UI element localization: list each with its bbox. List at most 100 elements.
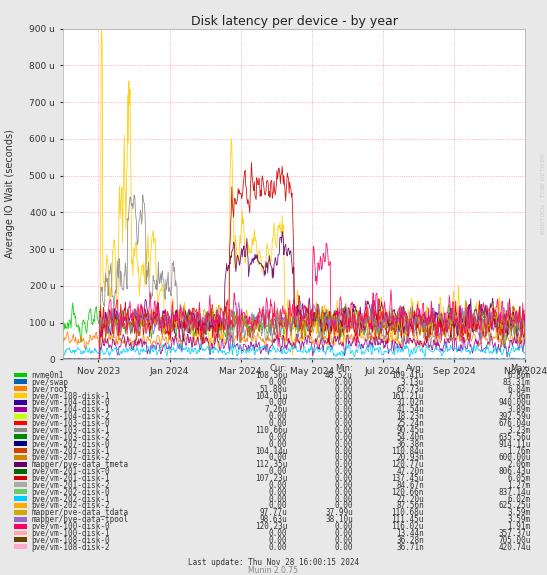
Text: Cur:: Cur: [270, 364, 287, 373]
Text: 112.35u: 112.35u [255, 460, 287, 469]
Text: 635.56u: 635.56u [498, 433, 531, 442]
Text: 0.00: 0.00 [334, 467, 353, 476]
Text: 25.24n: 25.24n [396, 419, 424, 428]
Text: 36.28n: 36.28n [396, 536, 424, 545]
Text: 0.00: 0.00 [334, 426, 353, 435]
Text: 108.56u: 108.56u [255, 371, 287, 380]
Text: 0.00: 0.00 [269, 529, 287, 538]
Text: 0.00: 0.00 [334, 419, 353, 428]
Text: pve/swap: pve/swap [31, 378, 68, 387]
Text: 0.00: 0.00 [334, 536, 353, 545]
Text: 6.86m: 6.86m [508, 371, 531, 380]
Text: 0.00: 0.00 [269, 481, 287, 490]
Text: 940.00u: 940.00u [498, 398, 531, 408]
Text: pve/root: pve/root [31, 385, 68, 394]
Text: 87.56n: 87.56n [396, 501, 424, 511]
Text: 0.00: 0.00 [334, 501, 353, 511]
Text: 0.00: 0.00 [334, 392, 353, 401]
Text: 0.00: 0.00 [334, 474, 353, 483]
Text: 0.00: 0.00 [269, 412, 287, 421]
Text: 120.23u: 120.23u [255, 522, 287, 531]
Text: 6.02m: 6.02m [508, 494, 531, 504]
Text: 161.21u: 161.21u [392, 392, 424, 401]
Text: pve/vm-201-disk-1: pve/vm-201-disk-1 [31, 474, 110, 483]
Text: 120.66n: 120.66n [392, 488, 424, 497]
Text: 837.14u: 837.14u [498, 488, 531, 497]
Text: 3.59m: 3.59m [508, 508, 531, 518]
Text: 0.00: 0.00 [334, 440, 353, 448]
Text: 0.00: 0.00 [269, 378, 287, 387]
Text: 13.44n: 13.44n [396, 529, 424, 538]
Text: 98.63u: 98.63u [259, 515, 287, 524]
Text: 38.10u: 38.10u [325, 515, 353, 524]
Text: pve/vm-100-disk-0: pve/vm-100-disk-0 [31, 522, 110, 531]
Text: 1.27m: 1.27m [508, 481, 531, 490]
Text: pve/vm-201-disk-2: pve/vm-201-disk-2 [31, 481, 110, 490]
Text: 36.71n: 36.71n [396, 543, 424, 551]
Text: 0.00: 0.00 [269, 453, 287, 462]
Text: 48.52u: 48.52u [325, 371, 353, 380]
Text: 54.40n: 54.40n [396, 433, 424, 442]
Text: 0.00: 0.00 [334, 543, 353, 551]
Text: 109.41u: 109.41u [392, 371, 424, 380]
Text: 107.23u: 107.23u [255, 474, 287, 483]
Text: pve/vm-202-disk-0: pve/vm-202-disk-0 [31, 488, 110, 497]
Text: 0.00: 0.00 [334, 460, 353, 469]
Text: mapper/pve-data_tdata: mapper/pve-data_tdata [31, 508, 129, 518]
Text: 116.02u: 116.02u [392, 522, 424, 531]
Text: 0.00: 0.00 [269, 494, 287, 504]
Text: 18.23n: 18.23n [396, 412, 424, 421]
Text: Last update: Thu Nov 28 16:00:15 2024: Last update: Thu Nov 28 16:00:15 2024 [188, 558, 359, 567]
Text: 3.23m: 3.23m [508, 426, 531, 435]
Text: 0.00: 0.00 [334, 412, 353, 421]
Text: Munin 2.0.75: Munin 2.0.75 [248, 566, 299, 575]
Text: 97.77u: 97.77u [259, 508, 287, 518]
Text: 41.54u: 41.54u [396, 405, 424, 414]
Text: 392.59u: 392.59u [498, 412, 531, 421]
Text: 111.45u: 111.45u [392, 515, 424, 524]
Text: 0.00: 0.00 [334, 529, 353, 538]
Text: 0.00: 0.00 [334, 488, 353, 497]
Text: 0.00: 0.00 [269, 488, 287, 497]
Text: 0.00: 0.00 [334, 494, 353, 504]
Text: Max:: Max: [510, 364, 531, 373]
Text: 104.14u: 104.14u [255, 447, 287, 455]
Text: 51.88u: 51.88u [259, 385, 287, 394]
Text: 6.05m: 6.05m [508, 474, 531, 483]
Text: 110.66u: 110.66u [255, 426, 287, 435]
Text: pve/vm-104-disk-2: pve/vm-104-disk-2 [31, 412, 110, 421]
Text: pve/vm-202-disk-2: pve/vm-202-disk-2 [31, 501, 110, 511]
Text: pve/vm-100-disk-1: pve/vm-100-disk-1 [31, 529, 110, 538]
Text: 0.00: 0.00 [269, 543, 287, 551]
Text: 0.00: 0.00 [334, 453, 353, 462]
Text: pve/vm-207-disk-0: pve/vm-207-disk-0 [31, 440, 110, 448]
Text: pve/vm-103-disk-2: pve/vm-103-disk-2 [31, 433, 110, 442]
Text: 705.00u: 705.00u [498, 536, 531, 545]
Text: 600.00u: 600.00u [498, 453, 531, 462]
Text: 420.74u: 420.74u [498, 543, 531, 551]
Text: 36.38n: 36.38n [396, 440, 424, 448]
Text: 104.01u: 104.01u [255, 392, 287, 401]
Text: 84.67n: 84.67n [396, 481, 424, 490]
Text: 31.02n: 31.02n [396, 398, 424, 408]
Text: pve/vm-201-disk-0: pve/vm-201-disk-0 [31, 467, 110, 476]
Text: 0.00: 0.00 [269, 501, 287, 511]
Text: mapper/pve-data-tpool: mapper/pve-data-tpool [31, 515, 129, 524]
Text: 625.25u: 625.25u [498, 501, 531, 511]
Text: pve/vm-104-disk-0: pve/vm-104-disk-0 [31, 398, 110, 408]
Text: 6.84m: 6.84m [508, 385, 531, 394]
Text: 110.68u: 110.68u [392, 508, 424, 518]
Text: 0.00: 0.00 [334, 378, 353, 387]
Text: 137.45u: 137.45u [392, 474, 424, 483]
Text: 3.13u: 3.13u [401, 378, 424, 387]
Text: Min:: Min: [335, 364, 353, 373]
Text: 83.31m: 83.31m [503, 378, 531, 387]
Text: Average IO Wait (seconds): Average IO Wait (seconds) [5, 129, 15, 259]
Text: pve/vm-207-disk-2: pve/vm-207-disk-2 [31, 453, 110, 462]
Text: 37.99u: 37.99u [325, 508, 353, 518]
Text: pve/vm-108-disk-2: pve/vm-108-disk-2 [31, 543, 110, 551]
Text: 1.91m: 1.91m [508, 522, 531, 531]
Text: nvme0n1: nvme0n1 [31, 371, 63, 380]
Text: 7.26u: 7.26u [264, 405, 287, 414]
Text: 90.45u: 90.45u [396, 426, 424, 435]
